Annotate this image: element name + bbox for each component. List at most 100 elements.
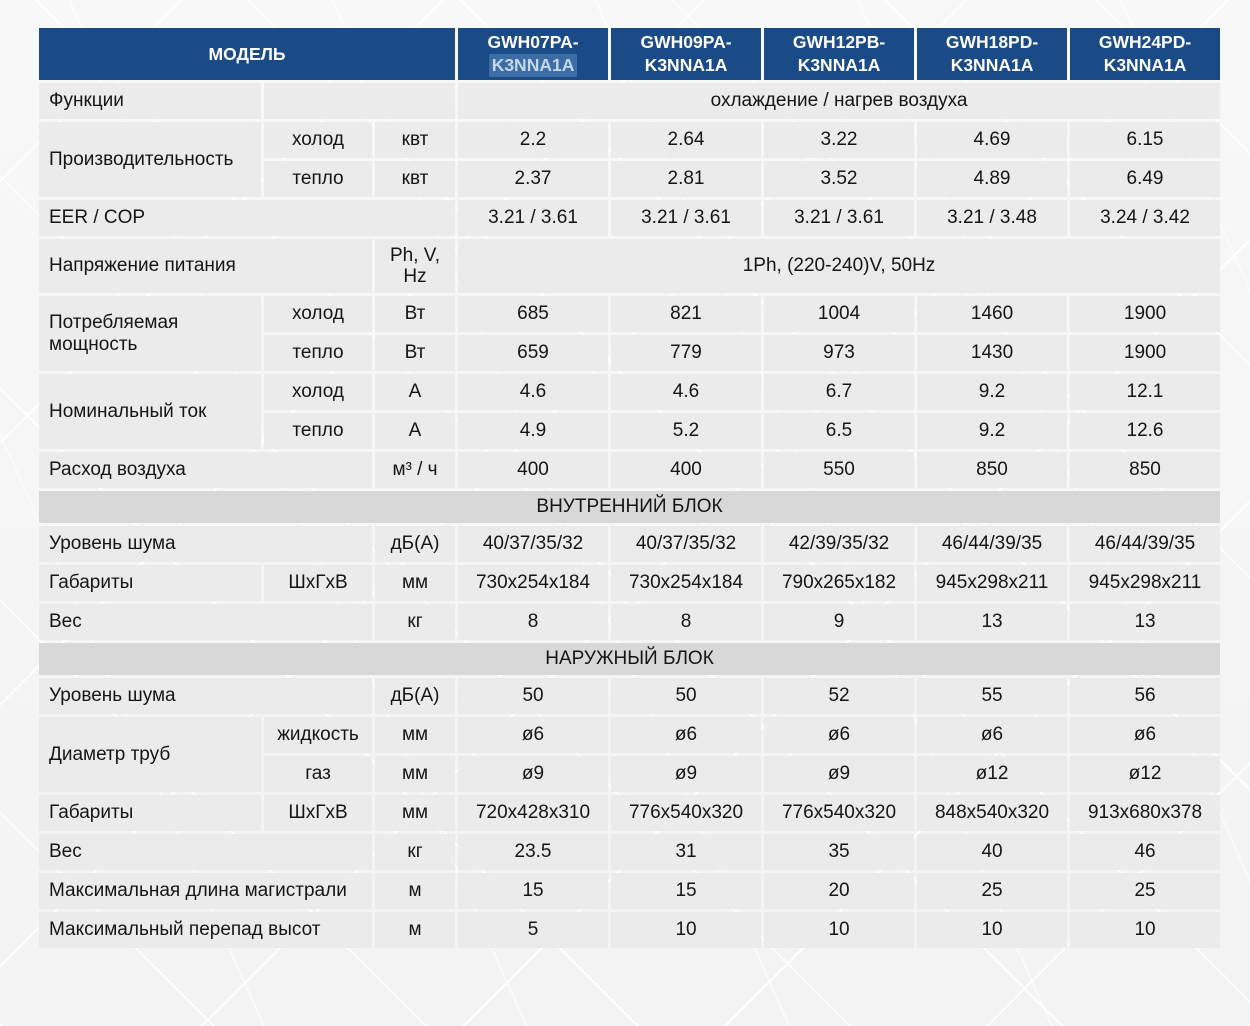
unit-cell: квт bbox=[375, 161, 456, 197]
sub-label-cell: тепло bbox=[264, 413, 372, 449]
value-cell: ø9 bbox=[611, 756, 762, 792]
value-cell: 550 bbox=[764, 452, 915, 488]
row-power-consumption-cool: Потребляемая мощность холод Вт 685 821 1… bbox=[39, 296, 1221, 371]
unit-cell: Вт bbox=[375, 296, 456, 332]
row-functions: Функции охлаждение / нагрев воздуха bbox=[39, 83, 1221, 119]
row-power-consumption-heat: тепло Вт 659 779 973 1430 1900 bbox=[39, 335, 1221, 371]
value-cell: 1004 bbox=[764, 296, 915, 332]
value-cell: 400 bbox=[458, 452, 609, 488]
row-pipe-liquid: Диаметр труб жидкость мм ø6 ø6 ø6 ø6 ø6 bbox=[39, 717, 1221, 792]
value-cell: 9 bbox=[764, 604, 915, 640]
sub-label-cell: холод bbox=[264, 296, 372, 332]
value-cell: 10 bbox=[917, 912, 1068, 948]
row-capacity-heat: тепло квт 2.37 2.81 3.52 4.89 6.49 bbox=[39, 161, 1221, 197]
header-row: МОДЕЛЬ GWH07PA- K3NNA1A GWH09PA- K3NNA1A… bbox=[39, 28, 1221, 80]
unit-cell: мм bbox=[375, 565, 456, 601]
value-cell: 730x254x184 bbox=[611, 565, 762, 601]
value-cell: 15 bbox=[611, 873, 762, 909]
value-cell: 4.89 bbox=[917, 161, 1068, 197]
model-name-line2: K3NNA1A bbox=[644, 55, 728, 75]
row-label-cell: Габариты bbox=[39, 795, 261, 831]
unit-cell: Вт bbox=[375, 335, 456, 371]
value-cell: 4.9 bbox=[458, 413, 609, 449]
row-label-cell: Номинальный ток bbox=[39, 374, 261, 449]
value-cell: 40/37/35/32 bbox=[458, 526, 609, 562]
row-outdoor-dimensions: Габариты ШхГхВ мм 720x428x310 776x540x32… bbox=[39, 795, 1221, 831]
value-cell: 5 bbox=[458, 912, 609, 948]
value-cell: 3.21 / 3.61 bbox=[611, 200, 762, 236]
unit-cell: дБ(А) bbox=[375, 526, 456, 562]
value-cell: 3.21 / 3.61 bbox=[764, 200, 915, 236]
sub-label-cell: тепло bbox=[264, 161, 372, 197]
value-cell: 13 bbox=[917, 604, 1068, 640]
model-name-line2: K3NNA1A bbox=[797, 55, 881, 75]
row-outdoor-noise: Уровень шума дБ(А) 50 50 52 55 56 bbox=[39, 678, 1221, 714]
row-label-cell: Вес bbox=[39, 834, 372, 870]
value-cell: ø6 bbox=[917, 717, 1068, 753]
value-cell: 2.64 bbox=[611, 122, 762, 158]
unit-cell: м bbox=[375, 912, 456, 948]
sub-label-cell: газ bbox=[264, 756, 372, 792]
value-cell: 4.6 bbox=[458, 374, 609, 410]
value-cell: 850 bbox=[917, 452, 1068, 488]
row-label-cell: Расход воздуха bbox=[39, 452, 372, 488]
value-cell: 3.22 bbox=[764, 122, 915, 158]
value-cell: ø6 bbox=[1070, 717, 1221, 753]
model-name-line1: GWH12PB- bbox=[792, 32, 886, 53]
value-cell: 2.2 bbox=[458, 122, 609, 158]
value-cell: 50 bbox=[611, 678, 762, 714]
value-cell: 9.2 bbox=[917, 413, 1068, 449]
value-cell: 6.49 bbox=[1070, 161, 1221, 197]
row-label-cell: Вес bbox=[39, 604, 372, 640]
sub-label-cell: ШхГхВ bbox=[264, 795, 372, 831]
value-cell: 5.2 bbox=[611, 413, 762, 449]
value-cell: 790x265x182 bbox=[764, 565, 915, 601]
value-cell: 850 bbox=[1070, 452, 1221, 488]
value-cell: ø6 bbox=[764, 717, 915, 753]
model-name-line1: GWH07PA- bbox=[487, 32, 579, 53]
unit-cell: А bbox=[375, 413, 456, 449]
model-column-gwh24: GWH24PD- K3NNA1A bbox=[1070, 28, 1221, 80]
section-header-indoor: ВНУТРЕННИЙ БЛОК bbox=[39, 491, 1221, 523]
unit-cell: Ph, V, Hz bbox=[375, 239, 456, 293]
value-cell: 25 bbox=[917, 873, 1068, 909]
value-cell: 46/44/39/35 bbox=[917, 526, 1068, 562]
value-cell: 776x540x320 bbox=[764, 795, 915, 831]
row-rated-current-heat: тепло А 4.9 5.2 6.5 9.2 12.6 bbox=[39, 413, 1221, 449]
value-cell: 945x298x211 bbox=[917, 565, 1068, 601]
value-cell: 15 bbox=[458, 873, 609, 909]
value-cell: 3.21 / 3.48 bbox=[917, 200, 1068, 236]
row-label-cell: Производительность bbox=[39, 122, 261, 197]
unit-cell: кг bbox=[375, 834, 456, 870]
row-indoor-weight: Вес кг 8 8 9 13 13 bbox=[39, 604, 1221, 640]
value-cell: 40/37/35/32 bbox=[611, 526, 762, 562]
sub-label-cell: ШхГхВ bbox=[264, 565, 372, 601]
row-indoor-noise: Уровень шума дБ(А) 40/37/35/32 40/37/35/… bbox=[39, 526, 1221, 562]
model-name-line1: GWH24PD- bbox=[1098, 32, 1192, 53]
value-cell: 13 bbox=[1070, 604, 1221, 640]
model-name-line1: GWH09PA- bbox=[640, 32, 732, 53]
value-cell: 400 bbox=[611, 452, 762, 488]
row-label-cell: Напряжение питания bbox=[39, 239, 372, 293]
model-name-line2: K3NNA1A bbox=[950, 55, 1034, 75]
model-column-gwh12: GWH12PB- K3NNA1A bbox=[764, 28, 915, 80]
value-cell: охлаждение / нагрев воздуха bbox=[458, 83, 1221, 119]
row-indoor-dimensions: Габариты ШхГхВ мм 730x254x184 730x254x18… bbox=[39, 565, 1221, 601]
row-power-supply: Напряжение питания Ph, V, Hz 1Ph, (220-2… bbox=[39, 239, 1221, 293]
value-cell: ø6 bbox=[458, 717, 609, 753]
value-cell: 1900 bbox=[1070, 335, 1221, 371]
section-row-outdoor: НАРУЖНЫЙ БЛОК bbox=[39, 643, 1221, 675]
model-name-line2-highlighted: K3NNA1A bbox=[488, 54, 578, 77]
empty-cell bbox=[264, 83, 456, 119]
unit-cell: м³ / ч bbox=[375, 452, 456, 488]
value-cell: 3.21 / 3.61 bbox=[458, 200, 609, 236]
unit-cell: А bbox=[375, 374, 456, 410]
row-label-cell: Максимальная длина магистрали bbox=[39, 873, 372, 909]
value-cell: 40 bbox=[917, 834, 1068, 870]
unit-cell: м bbox=[375, 873, 456, 909]
value-cell: 4.69 bbox=[917, 122, 1068, 158]
value-cell: ø9 bbox=[458, 756, 609, 792]
value-cell: 9.2 bbox=[917, 374, 1068, 410]
model-header-cell: МОДЕЛЬ bbox=[39, 28, 456, 80]
